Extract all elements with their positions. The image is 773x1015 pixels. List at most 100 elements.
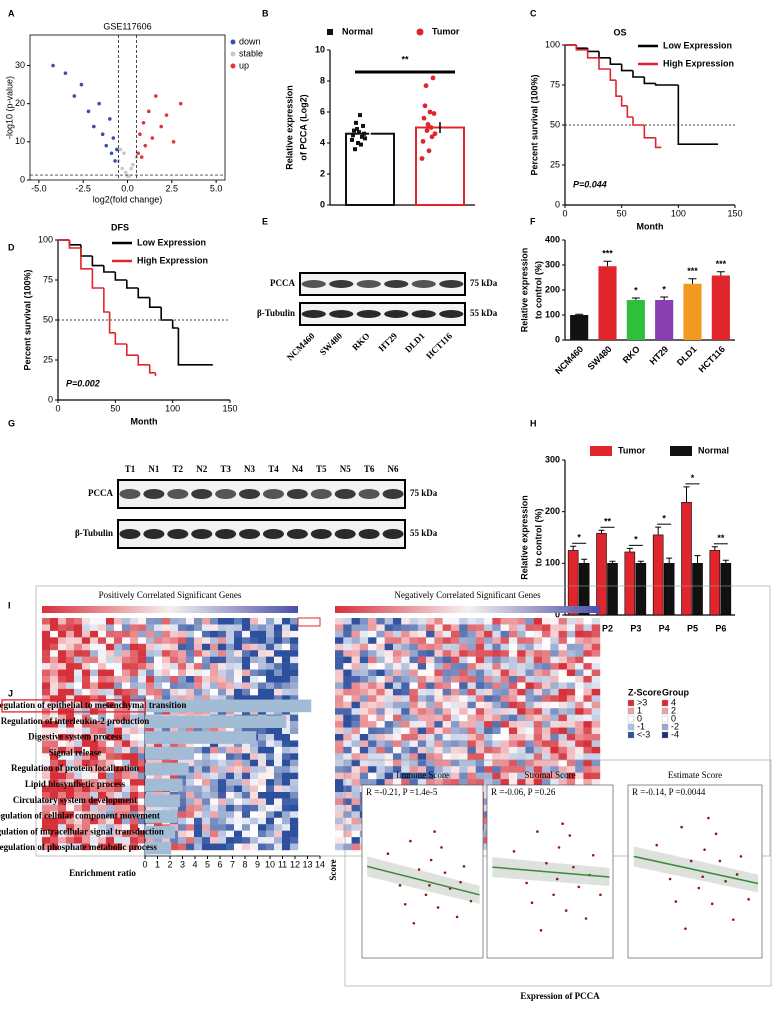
heatmap-cell xyxy=(186,759,195,767)
heatmap-cell xyxy=(130,785,139,793)
bar xyxy=(145,810,178,823)
heatmap-cell xyxy=(459,766,468,773)
heatmap-cell xyxy=(591,663,601,670)
heatmap-cell xyxy=(266,766,275,773)
heatmap-cell xyxy=(74,618,83,625)
point xyxy=(138,132,142,137)
heatmap-cell xyxy=(417,746,427,754)
category-label: Digestive system process xyxy=(28,732,122,742)
heatmap-cell xyxy=(343,792,352,799)
heatmap-cell xyxy=(258,618,267,625)
heatmap-cell xyxy=(343,746,352,754)
heatmap-cell xyxy=(484,650,493,657)
heatmap-cell xyxy=(178,656,187,664)
heatmap-cell xyxy=(226,624,235,632)
heatmap-cell xyxy=(417,637,427,644)
heatmap-cell xyxy=(170,676,179,683)
heatmap-cell xyxy=(508,708,518,715)
lane-label: T2 xyxy=(173,464,184,474)
lane-label: T5 xyxy=(316,464,327,474)
heatmap-cell xyxy=(376,714,385,722)
heatmap-cell xyxy=(384,759,394,767)
heatmap-cell xyxy=(343,759,352,767)
y-tick-label: 300 xyxy=(545,259,560,269)
heatmap-cell xyxy=(202,804,211,812)
heatmap-cell xyxy=(442,650,452,657)
bar xyxy=(598,266,617,340)
heatmap-cell xyxy=(542,746,551,754)
plot-frame xyxy=(29,34,226,181)
heatmap-cell xyxy=(566,753,576,760)
heatmap-cell xyxy=(210,830,219,838)
heatmap-cell xyxy=(162,618,171,625)
survival-step xyxy=(654,137,662,149)
heatmap-cell xyxy=(459,663,468,670)
x-tick-label: RKO xyxy=(621,344,642,365)
heatmap-cell xyxy=(508,701,518,709)
heatmap-cell xyxy=(484,676,493,683)
heatmap-cell xyxy=(194,676,203,683)
heatmap-cell xyxy=(194,804,203,812)
blot-band xyxy=(384,310,409,318)
heatmap-cell xyxy=(170,804,179,812)
heatmap-cell xyxy=(591,688,601,696)
x-tick-label: 10 xyxy=(265,859,275,869)
heatmap-cell xyxy=(426,618,435,625)
heatmap-cell xyxy=(210,643,219,651)
heatmap-cell xyxy=(266,740,275,748)
legend-label: Low Expression xyxy=(663,40,732,50)
bar xyxy=(145,794,180,808)
heatmap-cell xyxy=(508,650,518,657)
heatmap-cell xyxy=(533,676,543,683)
heatmap-cell xyxy=(450,656,460,664)
heatmap-cell xyxy=(290,766,299,773)
heatmap-cell xyxy=(351,727,361,735)
heatmap-cell xyxy=(475,650,485,657)
heatmap-cell xyxy=(50,837,59,844)
heatmap-cell xyxy=(591,734,601,741)
legend-label: Tumor xyxy=(618,445,646,455)
heatmap-cell xyxy=(450,630,460,638)
significance-label: *** xyxy=(716,259,727,269)
point xyxy=(536,830,539,833)
heatmap-cell xyxy=(42,630,51,638)
heatmap-cell xyxy=(376,746,385,754)
heatmap-cell xyxy=(401,779,410,786)
heatmap-cell xyxy=(484,663,493,670)
heatmap-cell xyxy=(130,721,139,728)
heatmap-cell xyxy=(234,637,243,644)
heatmap-cell xyxy=(492,663,501,670)
blot-band xyxy=(439,280,464,288)
heatmap-cell xyxy=(533,727,543,735)
heatmap-cell xyxy=(459,682,468,690)
lane-label: T4 xyxy=(268,464,279,474)
heatmap-cell xyxy=(359,663,369,670)
heatmap-cell xyxy=(82,688,91,696)
heatmap-cell xyxy=(459,695,468,702)
heatmap-cell xyxy=(417,701,427,709)
heatmap-cell xyxy=(122,650,131,657)
heatmap-cell xyxy=(401,682,410,690)
heatmap-cell xyxy=(122,843,131,851)
heatmap-cell xyxy=(282,740,291,748)
point xyxy=(171,140,176,144)
heatmap-cell xyxy=(575,618,584,625)
heatmap-cell xyxy=(186,830,195,838)
point xyxy=(111,136,116,140)
heatmap-cell xyxy=(242,663,251,670)
heatmap-cell xyxy=(114,643,123,651)
heatmap-cell xyxy=(154,727,163,735)
heatmap-cell xyxy=(508,643,518,651)
heatmap-cell xyxy=(114,688,123,696)
heatmap-cell xyxy=(500,650,510,657)
heatmap-cell xyxy=(50,618,59,625)
heatmap-cell xyxy=(98,624,107,632)
heatmap-cell xyxy=(58,695,67,702)
heatmap-cell xyxy=(343,695,352,702)
heatmap-cell xyxy=(266,727,275,735)
heatmap-cell xyxy=(178,663,187,670)
point xyxy=(428,125,434,130)
significance-label: ** xyxy=(604,517,612,527)
lane-label: N1 xyxy=(148,464,159,474)
x-tick-label: 0 xyxy=(142,859,147,869)
